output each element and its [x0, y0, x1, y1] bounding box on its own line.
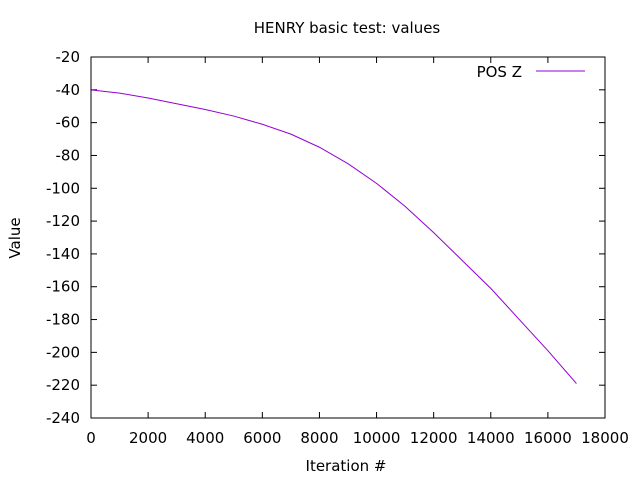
x-tick-label: 12000: [410, 429, 458, 447]
y-tick-label: -180: [46, 311, 80, 329]
x-tick-label: 16000: [524, 429, 572, 447]
y-tick-label: -120: [46, 212, 80, 230]
x-tick-label: 2000: [129, 429, 167, 447]
x-axis-label: Iteration #: [306, 457, 387, 475]
x-tick-label: 0: [86, 429, 96, 447]
x-tick-label: 4000: [186, 429, 224, 447]
x-tick-label: 18000: [581, 429, 629, 447]
x-tick-label: 6000: [243, 429, 281, 447]
x-tick-label: 8000: [300, 429, 338, 447]
plot-frame: [90, 56, 606, 419]
y-tick-label: -20: [56, 48, 81, 66]
legend-label-pos-z: POS Z: [477, 63, 522, 81]
chart-title: HENRY basic test: values: [254, 19, 441, 37]
legend: POS Z: [477, 63, 585, 81]
axis-ticks: 0 2000 4000 6000 8000 10000 12000 14000 16000 180…: [46, 48, 629, 447]
y-tick-label: -40: [56, 81, 81, 99]
y-tick-label: -80: [56, 146, 81, 164]
y-axis-label: Value: [6, 217, 24, 258]
y-tick-label: -200: [46, 343, 80, 361]
y-tick-label: -160: [46, 278, 80, 296]
y-tick-label: -240: [46, 409, 80, 427]
series-line-pos-z: [90, 89, 577, 384]
y-tick-label: -220: [46, 376, 80, 394]
x-tick-label: 10000: [353, 429, 401, 447]
y-tick-label: -140: [46, 245, 80, 263]
y-tick-label: -100: [46, 179, 80, 197]
y-tick-label: -60: [56, 114, 81, 132]
plot-area: [90, 89, 577, 384]
x-tick-label: 14000: [467, 429, 515, 447]
